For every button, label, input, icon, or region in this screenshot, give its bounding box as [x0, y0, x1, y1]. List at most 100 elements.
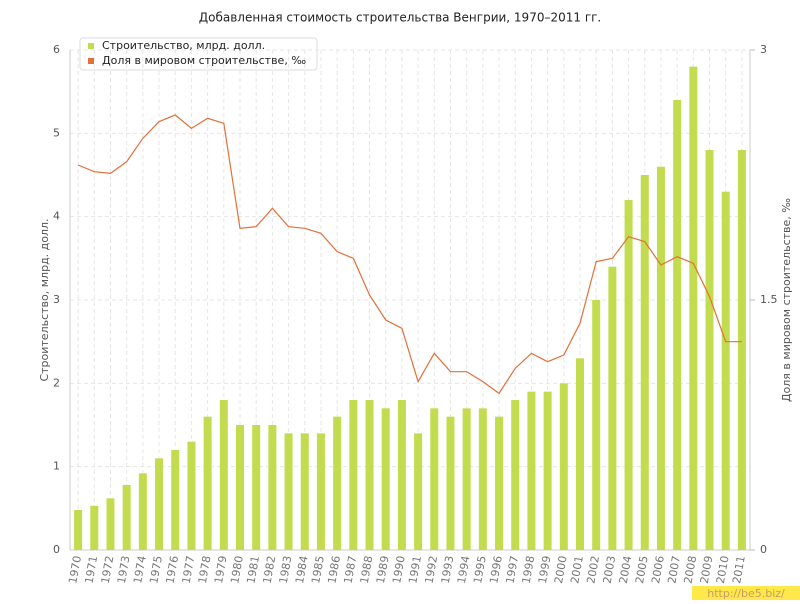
legend-label: Строительство, млрд. долл.	[102, 39, 265, 52]
bar	[624, 200, 633, 550]
bar	[640, 175, 649, 550]
bar	[592, 300, 601, 550]
watermark: http://be5.biz/	[707, 587, 785, 600]
bar	[381, 408, 390, 550]
bar	[673, 100, 682, 550]
watermark-bg	[692, 586, 800, 600]
bar	[155, 458, 164, 550]
bar	[559, 383, 568, 550]
bar	[106, 498, 115, 550]
x-tick-label: 1975	[147, 555, 165, 585]
x-tick-label: 1985	[309, 555, 327, 585]
x-tick-label: 2003	[601, 555, 619, 585]
x-tick-label: 1993	[439, 555, 457, 585]
bar	[527, 391, 536, 550]
x-tick-label: 1979	[212, 555, 230, 585]
bar	[349, 400, 358, 550]
x-tick-label: 2011	[730, 555, 748, 585]
x-tick-label: 1996	[487, 555, 505, 585]
x-tick-label: 1986	[325, 555, 343, 585]
x-tick-label: 2008	[682, 555, 700, 585]
x-tick-label: 1988	[358, 555, 376, 585]
bar	[478, 408, 487, 550]
x-tick-label: 1989	[374, 555, 392, 585]
x-tick-label: 2004	[617, 555, 635, 585]
bar	[543, 391, 552, 550]
legend-swatch	[88, 58, 94, 64]
y-tick-label: 4	[53, 210, 60, 223]
legend-label: Доля в мировом строительстве, ‰	[102, 54, 306, 67]
x-tick-label: 1984	[293, 555, 311, 585]
bar	[219, 400, 228, 550]
bar	[138, 473, 147, 550]
x-tick-label: 1973	[115, 555, 133, 585]
x-tick-label: 1995	[471, 555, 489, 585]
x-tick-label: 1994	[455, 555, 473, 585]
y-axis-title: Строительство, млрд. долл.	[38, 218, 51, 381]
x-tick-label: 1992	[423, 555, 441, 585]
bar	[284, 433, 293, 550]
x-tick-label: 2010	[714, 555, 732, 585]
bar	[656, 166, 665, 550]
x-tick-label: 1970	[66, 555, 84, 585]
bar	[316, 433, 325, 550]
x-tick-label: 2009	[698, 555, 716, 585]
x-tick-label: 1997	[503, 555, 521, 585]
x-tick-label: 2006	[649, 555, 667, 585]
legend-swatch	[88, 43, 94, 49]
legend-box	[79, 37, 318, 71]
bar	[430, 408, 439, 550]
x-tick-label: 1999	[536, 555, 554, 585]
bar	[333, 416, 342, 550]
bar	[608, 266, 617, 550]
bar	[171, 450, 180, 550]
x-tick-label: 2001	[568, 555, 586, 585]
y-tick-label: 0	[53, 543, 60, 556]
x-tick-label: 1981	[244, 555, 262, 585]
chart-title: Добавленная стоимость строительства Венг…	[199, 11, 602, 25]
line	[77, 114, 742, 395]
bar	[268, 425, 277, 550]
bar	[365, 400, 374, 550]
bar	[74, 510, 83, 550]
x-tick-label: 2005	[633, 555, 651, 585]
y2-tick-label: 0	[760, 543, 767, 556]
bar	[414, 433, 423, 550]
y-tick-label: 3	[53, 293, 60, 306]
x-tick-label: 1987	[342, 555, 360, 585]
x-tick-label: 1974	[131, 555, 149, 585]
y-tick-label: 5	[53, 126, 60, 139]
bar	[705, 150, 714, 550]
x-tick-label: 1991	[406, 555, 424, 585]
bar	[737, 150, 746, 550]
bar	[397, 400, 406, 550]
bar	[495, 416, 504, 550]
bar	[203, 416, 212, 550]
bar	[252, 425, 261, 550]
x-tick-label: 2002	[584, 555, 602, 585]
bar	[90, 505, 99, 550]
y2-tick-label: 3	[760, 43, 767, 56]
y-tick-label: 2	[53, 376, 60, 389]
bar	[689, 66, 698, 551]
x-tick-label: 1983	[277, 555, 295, 585]
y-tick-label: 1	[53, 460, 60, 473]
bar	[462, 408, 471, 550]
y-tick-label: 6	[53, 43, 60, 56]
x-tick-label: 1978	[196, 555, 214, 585]
bar	[236, 425, 244, 550]
bar	[576, 358, 584, 550]
bar	[300, 433, 309, 550]
x-tick-label: 1971	[83, 555, 101, 585]
bar	[511, 400, 520, 550]
x-tick-label: 2007	[665, 555, 683, 585]
x-tick-label: 1972	[99, 555, 117, 585]
bar	[721, 191, 730, 550]
x-tick-label: 1980	[228, 555, 246, 585]
y2-axis-title: Доля в мировом строительстве, ‰	[780, 198, 793, 402]
bar	[122, 485, 131, 550]
x-tick-label: 1977	[180, 555, 198, 585]
bar	[446, 416, 455, 550]
